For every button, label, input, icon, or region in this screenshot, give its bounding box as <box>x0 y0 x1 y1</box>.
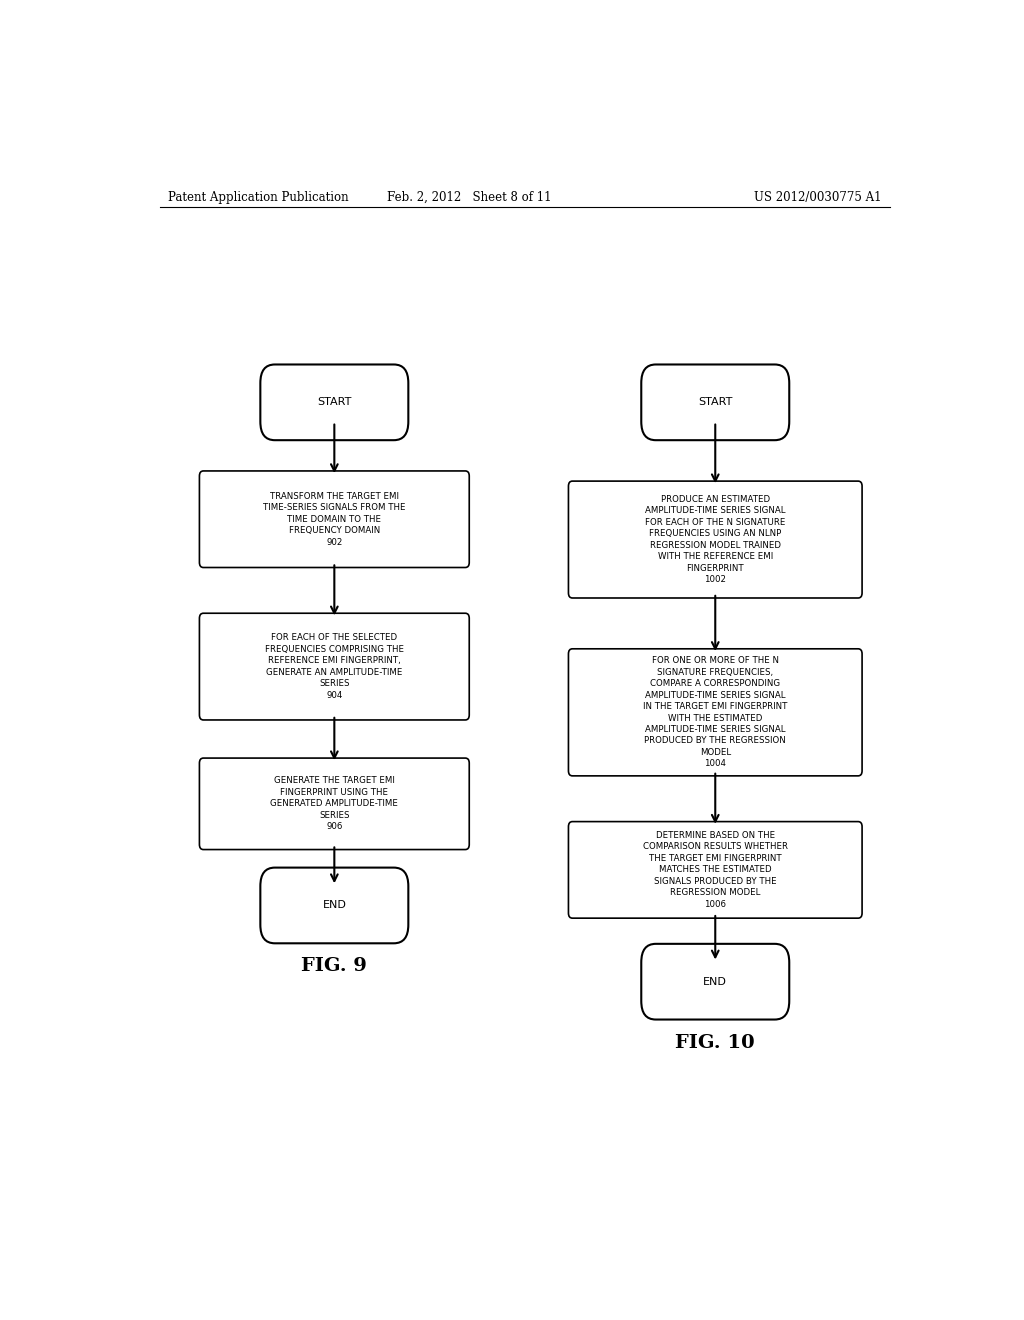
FancyBboxPatch shape <box>641 944 790 1019</box>
Text: FIG. 10: FIG. 10 <box>676 1034 755 1052</box>
Text: END: END <box>323 900 346 911</box>
FancyBboxPatch shape <box>200 758 469 850</box>
Text: US 2012/0030775 A1: US 2012/0030775 A1 <box>755 190 882 203</box>
FancyBboxPatch shape <box>568 649 862 776</box>
Text: FIG. 9: FIG. 9 <box>301 957 368 975</box>
Text: START: START <box>317 397 351 408</box>
FancyBboxPatch shape <box>200 471 469 568</box>
Text: FOR EACH OF THE SELECTED
FREQUENCIES COMPRISING THE
REFERENCE EMI FINGERPRINT,
G: FOR EACH OF THE SELECTED FREQUENCIES COM… <box>265 634 403 700</box>
FancyBboxPatch shape <box>568 480 862 598</box>
FancyBboxPatch shape <box>641 364 790 440</box>
Text: START: START <box>698 397 732 408</box>
Text: PRODUCE AN ESTIMATED
AMPLITUDE-TIME SERIES SIGNAL
FOR EACH OF THE N SIGNATURE
FR: PRODUCE AN ESTIMATED AMPLITUDE-TIME SERI… <box>645 495 785 585</box>
Text: END: END <box>703 977 727 986</box>
Text: Patent Application Publication: Patent Application Publication <box>168 190 348 203</box>
Text: Feb. 2, 2012   Sheet 8 of 11: Feb. 2, 2012 Sheet 8 of 11 <box>387 190 552 203</box>
Text: GENERATE THE TARGET EMI
FINGERPRINT USING THE
GENERATED AMPLITUDE-TIME
SERIES
90: GENERATE THE TARGET EMI FINGERPRINT USIN… <box>270 776 398 832</box>
Text: DETERMINE BASED ON THE
COMPARISON RESULTS WHETHER
THE TARGET EMI FINGERPRINT
MAT: DETERMINE BASED ON THE COMPARISON RESULT… <box>643 832 787 908</box>
Text: TRANSFORM THE TARGET EMI
TIME-SERIES SIGNALS FROM THE
TIME DOMAIN TO THE
FREQUEN: TRANSFORM THE TARGET EMI TIME-SERIES SIG… <box>263 492 406 546</box>
FancyBboxPatch shape <box>260 867 409 944</box>
FancyBboxPatch shape <box>260 364 409 440</box>
Text: FOR ONE OR MORE OF THE N
SIGNATURE FREQUENCIES,
COMPARE A CORRESPONDING
AMPLITUD: FOR ONE OR MORE OF THE N SIGNATURE FREQU… <box>643 656 787 768</box>
FancyBboxPatch shape <box>568 821 862 919</box>
FancyBboxPatch shape <box>200 614 469 719</box>
